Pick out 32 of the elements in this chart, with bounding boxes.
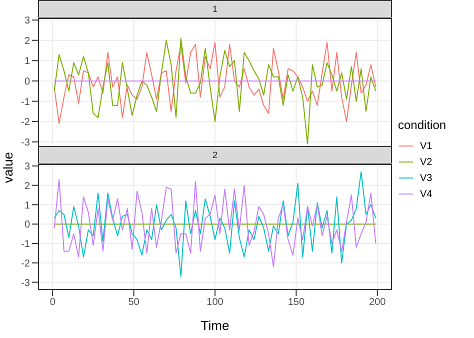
y-tick-label: -3 <box>21 137 30 148</box>
chart-title: 1 <box>212 4 218 14</box>
legend-label: V2 <box>420 156 432 168</box>
y-tick-label: 2 <box>24 36 30 47</box>
x-tick-label: 0 <box>50 297 56 308</box>
x-tick-label: 50 <box>128 297 140 308</box>
line-series <box>54 42 376 124</box>
y-tick-label: -1 <box>21 239 30 250</box>
y-tick-label: 3 <box>24 16 30 27</box>
x-tick-label: 150 <box>288 297 305 308</box>
y-tick-label: 1 <box>24 200 30 212</box>
y-tick-label: 0 <box>24 220 30 231</box>
line-series <box>54 179 376 268</box>
x-tick-label: 200 <box>369 297 386 308</box>
y-tick-label: 3 <box>24 161 30 172</box>
line-series <box>54 171 376 277</box>
y-tick-label: -2 <box>21 258 30 270</box>
y-tick-label: 0 <box>24 76 30 88</box>
legend-label: V3 <box>420 172 432 184</box>
y-tick-label: -2 <box>21 117 30 128</box>
y-tick-label: -1 <box>21 96 30 108</box>
legend-label: V4 <box>420 188 432 200</box>
chart-title: 2 <box>212 150 218 160</box>
legend-title: condition <box>398 118 446 132</box>
line-series <box>54 38 376 144</box>
y-tick-label: 2 <box>24 180 30 192</box>
x-axis-title: Time <box>200 318 230 333</box>
x-tick-label: 100 <box>206 297 224 308</box>
y-tick-label: 1 <box>24 56 30 68</box>
y-axis-title: value <box>0 150 16 186</box>
y-tick-label: -3 <box>21 278 30 289</box>
legend-label: V1 <box>420 140 432 152</box>
